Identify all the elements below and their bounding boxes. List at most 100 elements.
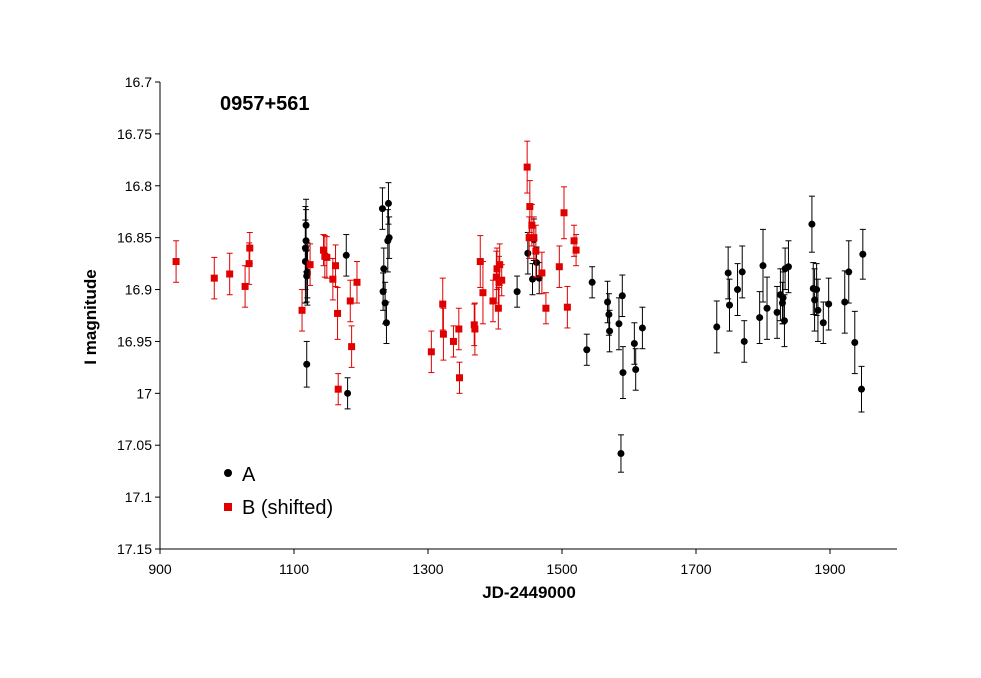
y-axis-title: I magnitude bbox=[81, 269, 100, 364]
data-point bbox=[617, 450, 625, 458]
y-tick-label: 17.05 bbox=[117, 437, 152, 453]
data-point bbox=[526, 203, 534, 211]
data-point bbox=[323, 253, 331, 261]
data-point bbox=[380, 265, 388, 273]
data-point bbox=[303, 268, 311, 276]
data-point bbox=[455, 374, 463, 382]
data-point bbox=[572, 246, 580, 254]
data-point bbox=[528, 221, 536, 229]
y-tick-label: 16.85 bbox=[117, 230, 152, 246]
data-point bbox=[734, 286, 742, 294]
y-tick-label: 16.75 bbox=[117, 126, 152, 142]
data-point bbox=[738, 268, 746, 276]
data-point bbox=[619, 369, 627, 377]
data-point bbox=[246, 244, 254, 252]
data-point bbox=[532, 247, 540, 255]
data-point bbox=[479, 289, 487, 297]
y-tick-label: 17.1 bbox=[125, 489, 152, 505]
legend-label-b: B (shifted) bbox=[242, 497, 333, 519]
data-point bbox=[632, 365, 640, 373]
data-point bbox=[638, 324, 646, 332]
data-point bbox=[740, 337, 748, 345]
data-point bbox=[618, 292, 626, 300]
data-point bbox=[857, 385, 865, 393]
data-point bbox=[470, 321, 478, 329]
data-point bbox=[498, 276, 506, 284]
data-point bbox=[859, 250, 867, 258]
data-point bbox=[346, 297, 354, 305]
data-point bbox=[784, 263, 792, 271]
data-point bbox=[814, 306, 822, 314]
data-point bbox=[353, 278, 361, 286]
x-tick-label: 1100 bbox=[279, 561, 309, 577]
data-point bbox=[348, 343, 356, 351]
data-point bbox=[455, 325, 463, 333]
data-point bbox=[332, 262, 340, 270]
legend: A B (shifted) bbox=[224, 464, 333, 519]
data-point bbox=[241, 282, 249, 290]
y-tick-label: 16.8 bbox=[125, 178, 152, 194]
data-point bbox=[210, 274, 218, 282]
data-point bbox=[439, 300, 447, 308]
data-point bbox=[530, 234, 538, 242]
data-point bbox=[560, 209, 568, 217]
legend-marker-a bbox=[224, 469, 232, 477]
data-point bbox=[724, 269, 732, 277]
x-tick-label: 1700 bbox=[680, 561, 711, 577]
y-tick-label: 16.7 bbox=[125, 74, 152, 90]
data-point bbox=[605, 310, 613, 318]
y-tick-label: 16.95 bbox=[117, 333, 152, 349]
data-point bbox=[381, 299, 389, 307]
data-point bbox=[606, 327, 614, 335]
x-tick-label: 1300 bbox=[412, 561, 443, 577]
series-a bbox=[301, 182, 867, 473]
data-point bbox=[759, 262, 767, 270]
x-tick-label: 1900 bbox=[814, 561, 845, 577]
data-point bbox=[303, 360, 311, 368]
data-point bbox=[492, 273, 500, 281]
y-tick-label: 17.15 bbox=[117, 541, 152, 557]
data-point bbox=[615, 320, 623, 328]
data-point bbox=[583, 346, 591, 354]
data-point bbox=[808, 220, 816, 228]
axes: 16.7 16.75 16.8 16.85 16.9 16.95 17 17.05 17.1 17… bbox=[117, 74, 897, 577]
data-point bbox=[384, 199, 392, 207]
x-axis-title: JD-2449000 bbox=[482, 583, 576, 602]
data-point bbox=[172, 258, 180, 266]
data-point bbox=[302, 221, 310, 229]
series-b bbox=[172, 140, 580, 406]
data-point bbox=[385, 234, 393, 242]
data-point bbox=[542, 304, 550, 312]
data-point bbox=[378, 205, 386, 213]
data-point bbox=[524, 249, 532, 257]
data-point bbox=[851, 338, 859, 346]
data-point bbox=[319, 246, 327, 254]
data-point bbox=[841, 298, 849, 306]
data-point bbox=[845, 268, 853, 276]
data-point bbox=[523, 163, 531, 171]
data-point bbox=[726, 301, 733, 309]
data-point bbox=[779, 294, 787, 302]
data-point bbox=[819, 319, 827, 327]
data-point bbox=[604, 298, 612, 306]
x-tick-label: 1500 bbox=[546, 561, 577, 577]
data-point bbox=[427, 348, 435, 356]
data-point bbox=[763, 304, 771, 312]
data-point bbox=[226, 270, 234, 278]
chart-title: 0957+561 bbox=[220, 93, 310, 115]
data-point bbox=[563, 303, 571, 311]
data-point bbox=[489, 297, 497, 305]
data-point bbox=[588, 278, 596, 286]
data-point bbox=[570, 237, 578, 245]
data-point bbox=[555, 263, 563, 271]
legend-label-a: A bbox=[242, 464, 256, 486]
data-point bbox=[773, 308, 781, 316]
data-point bbox=[825, 300, 833, 308]
y-tick-label: 17 bbox=[136, 385, 152, 401]
data-point bbox=[513, 288, 521, 296]
data-point bbox=[298, 306, 306, 314]
data-point bbox=[630, 340, 638, 348]
data-point bbox=[780, 317, 788, 325]
data-point bbox=[471, 325, 479, 333]
